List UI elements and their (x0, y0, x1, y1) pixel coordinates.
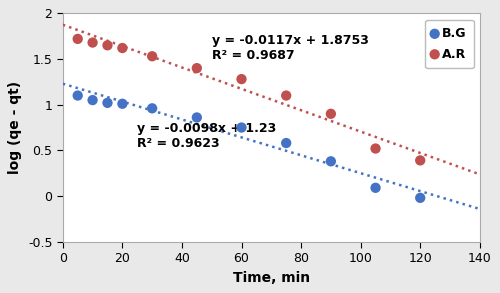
A.R (74, 37, 82, 41)
B.G (372, 185, 380, 190)
A.R (282, 93, 290, 98)
A.R (238, 77, 246, 81)
Y-axis label: log (qe - qt): log (qe - qt) (8, 81, 22, 174)
B.G (193, 115, 201, 120)
B.G (327, 159, 335, 164)
A.R (327, 111, 335, 116)
A.R (88, 40, 96, 45)
A.R (148, 54, 156, 59)
A.R (118, 46, 126, 50)
B.G (416, 195, 424, 200)
B.G (104, 100, 112, 105)
A.R (104, 43, 112, 48)
Text: y = -0.0117x + 1.8753
R² = 0.9687: y = -0.0117x + 1.8753 R² = 0.9687 (212, 34, 368, 62)
B.G (282, 141, 290, 145)
X-axis label: Time, min: Time, min (232, 271, 310, 285)
B.G (238, 125, 246, 130)
A.R (372, 146, 380, 151)
Text: y = -0.0098x + 1.23
R² = 0.9623: y = -0.0098x + 1.23 R² = 0.9623 (138, 122, 276, 150)
B.G (74, 93, 82, 98)
A.R (416, 158, 424, 163)
Legend: B.G, A.R: B.G, A.R (426, 20, 474, 68)
B.G (118, 101, 126, 106)
A.R (193, 66, 201, 71)
B.G (148, 106, 156, 111)
B.G (88, 98, 96, 103)
